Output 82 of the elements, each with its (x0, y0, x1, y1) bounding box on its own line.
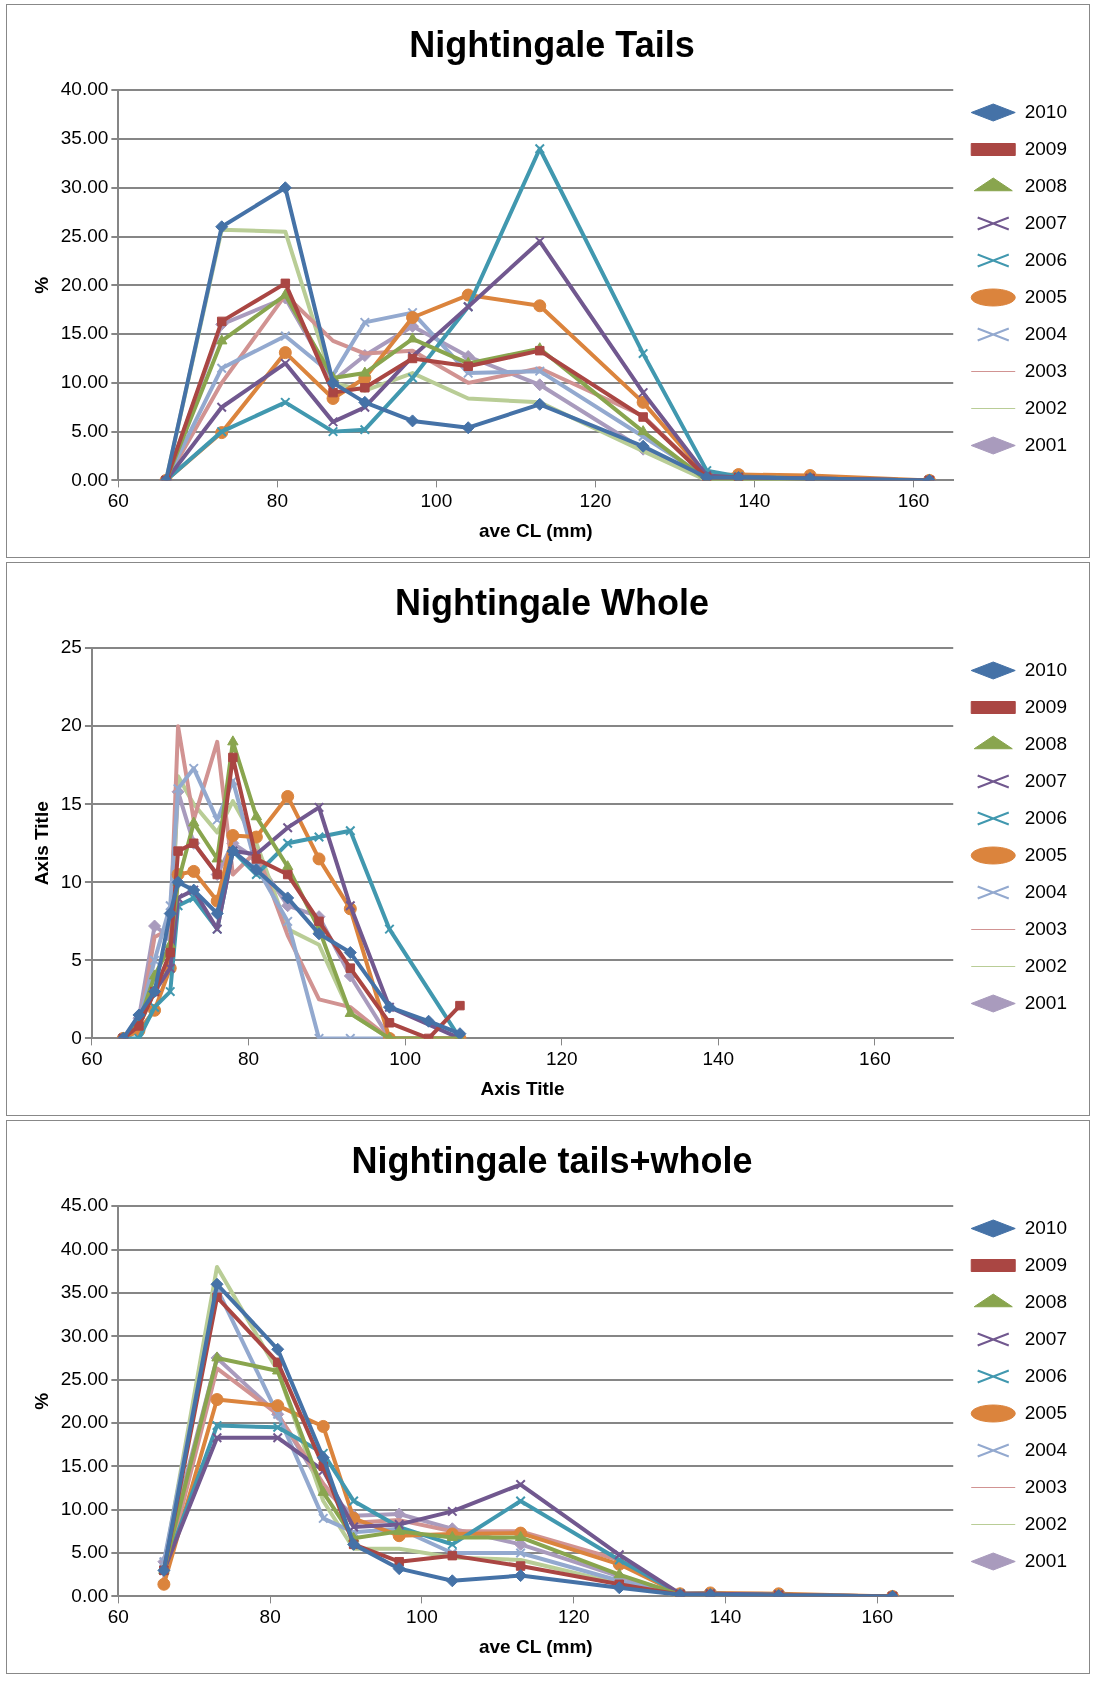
x-tick-label: 160 (897, 490, 930, 512)
legend-label: 2003 (1024, 917, 1068, 939)
y-tick-label: 35.00 (60, 1281, 109, 1303)
y-tick-label: 25.00 (60, 1367, 109, 1389)
legend-label: 2009 (1024, 1253, 1068, 1275)
legend-label: 2006 (1024, 806, 1068, 828)
legend-label: 2003 (1024, 1475, 1068, 1497)
legend-label: 2010 (1024, 100, 1068, 122)
chart-title: Nightingale Whole (395, 581, 709, 623)
y-tick-label: 15.00 (60, 322, 109, 344)
y-tick-label: 40.00 (60, 1237, 109, 1259)
chart-title: Nightingale Tails (409, 23, 695, 65)
legend-label: 2010 (1024, 1216, 1068, 1238)
x-tick-label: 140 (702, 1048, 735, 1070)
legend-label: 2002 (1024, 396, 1068, 418)
legend-label: 2004 (1024, 880, 1068, 902)
y-axis-title: % (30, 276, 52, 294)
legend-label: 2007 (1024, 769, 1068, 791)
x-tick-label: 160 (859, 1048, 891, 1070)
y-tick-label: 10 (60, 870, 82, 892)
x-tick-label: 100 (389, 1048, 421, 1070)
x-tick-label: 60 (107, 490, 129, 512)
y-tick-label: 10.00 (60, 371, 109, 393)
legend-label: 2001 (1024, 433, 1068, 455)
y-tick-label: 0 (71, 1026, 82, 1048)
x-tick-label: 120 (557, 1606, 590, 1628)
y-tick-label: 5.00 (71, 1541, 109, 1563)
x-tick-label: 100 (420, 490, 453, 512)
legend-label: 2009 (1024, 137, 1068, 159)
x-axis-title: Axis Title (480, 1077, 565, 1099)
x-tick-label: 160 (861, 1606, 894, 1628)
legend-label: 2004 (1024, 1438, 1068, 1460)
y-tick-label: 45.00 (60, 1194, 109, 1216)
x-tick-label: 120 (579, 490, 612, 512)
legend-label: 2007 (1024, 1327, 1068, 1349)
y-tick-label: 40.00 (60, 78, 109, 100)
y-tick-label: 30.00 (60, 175, 109, 197)
y-axis-title: Axis Title (30, 801, 52, 886)
y-tick-label: 35.00 (60, 127, 109, 149)
legend-label: 2002 (1024, 1512, 1068, 1534)
y-tick-label: 5.00 (71, 419, 109, 441)
legend-label: 2006 (1024, 1364, 1068, 1386)
legend-label: 2005 (1024, 285, 1068, 307)
x-tick-label: 80 (259, 1606, 281, 1628)
legend-label: 2002 (1024, 954, 1068, 976)
x-tick-label: 140 (709, 1606, 742, 1628)
legend-label: 2009 (1024, 695, 1068, 717)
x-axis-title: ave CL (mm) (478, 519, 593, 541)
legend-label: 2001 (1024, 1549, 1068, 1571)
y-tick-label: 20.00 (60, 1411, 109, 1433)
y-tick-label: 30.00 (60, 1324, 109, 1346)
chart-title: Nightingale tails+whole (351, 1139, 753, 1181)
y-tick-label: 10.00 (60, 1497, 109, 1519)
legend-label: 2003 (1024, 359, 1068, 381)
legend-label: 2008 (1024, 1290, 1068, 1312)
x-tick-label: 80 (237, 1048, 260, 1070)
legend-label: 2004 (1024, 322, 1068, 344)
y-tick-label: 20.00 (60, 273, 109, 295)
x-tick-label: 80 (266, 490, 288, 512)
x-tick-label: 120 (545, 1048, 578, 1070)
y-tick-label: 25 (60, 636, 82, 658)
y-tick-label: 15.00 (60, 1454, 109, 1476)
legend-label: 2010 (1024, 658, 1068, 680)
y-tick-label: 25.00 (60, 224, 109, 246)
legend-label: 2007 (1024, 211, 1068, 233)
y-axis-title: % (30, 1392, 52, 1410)
legend-label: 2001 (1024, 991, 1068, 1013)
x-tick-label: 60 (81, 1048, 103, 1070)
x-tick-label: 60 (107, 1606, 129, 1628)
legend-label: 2008 (1024, 732, 1068, 754)
legend-label: 2008 (1024, 174, 1068, 196)
legend-label: 2005 (1024, 1401, 1068, 1423)
y-tick-label: 15 (60, 792, 82, 814)
x-tick-label: 140 (738, 490, 771, 512)
y-tick-label: 0.00 (71, 468, 109, 490)
x-axis-title: ave CL (mm) (478, 1635, 593, 1657)
y-tick-label: 0.00 (71, 1584, 109, 1606)
y-tick-label: 5 (71, 948, 82, 970)
legend-label: 2006 (1024, 248, 1068, 270)
legend-label: 2005 (1024, 843, 1068, 865)
y-tick-label: 20 (60, 714, 82, 736)
x-tick-label: 100 (406, 1606, 438, 1628)
